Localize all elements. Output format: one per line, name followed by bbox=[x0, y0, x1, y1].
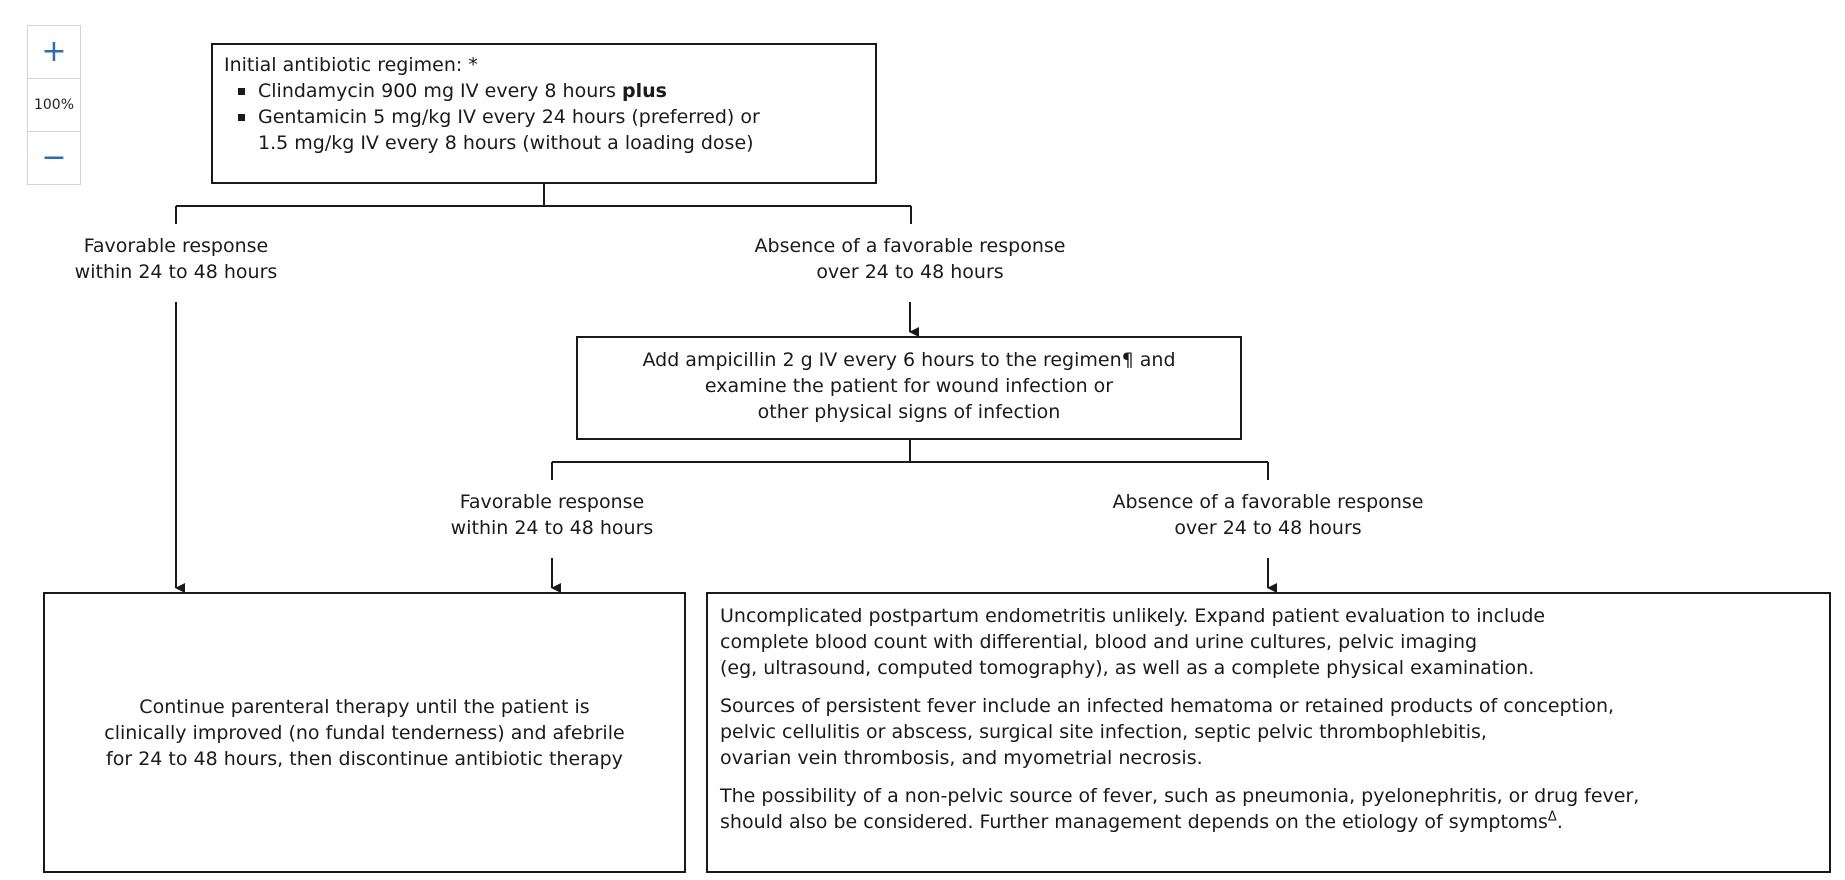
initial-regimen-list: Clindamycin 900 mg IV every 8 hours plus… bbox=[224, 78, 864, 156]
non-pelvic-paragraph: The possibility of a non-pelvic source o… bbox=[720, 785, 1640, 833]
zoom-in-button[interactable]: + bbox=[41, 34, 67, 69]
zoom-level: 100% bbox=[28, 78, 80, 132]
initial-regimen-box: Initial antibiotic regimen: * Clindamyci… bbox=[211, 43, 877, 184]
further-evaluation-box: Uncomplicated postpartum endometritis un… bbox=[706, 592, 1831, 873]
evaluation-paragraph: Uncomplicated postpartum endometritis un… bbox=[720, 605, 1546, 679]
list-item-clindamycin: Clindamycin 900 mg IV every 8 hours plus bbox=[224, 78, 864, 104]
add-ampicillin-box: Add ampicillin 2 g IV every 6 hours to t… bbox=[576, 336, 1242, 440]
favorable-response-label-1: Favorable response within 24 to 48 hours bbox=[74, 235, 278, 283]
fever-sources-paragraph: Sources of persistent fever include an i… bbox=[720, 695, 1615, 769]
absence-response-label-2: Absence of a favorable response over 24 … bbox=[1112, 491, 1424, 539]
continue-therapy-box: Continue parenteral therapy until the pa… bbox=[43, 592, 686, 873]
absence-response-label-1: Absence of a favorable response over 24 … bbox=[754, 235, 1066, 283]
zoom-control: + 100% − bbox=[27, 25, 81, 185]
initial-regimen-title: Initial antibiotic regimen: * bbox=[224, 54, 478, 76]
favorable-response-label-2: Favorable response within 24 to 48 hours bbox=[450, 491, 654, 539]
zoom-out-button[interactable]: − bbox=[41, 140, 67, 175]
list-item-gentamicin: Gentamicin 5 mg/kg IV every 24 hours (pr… bbox=[224, 104, 864, 156]
